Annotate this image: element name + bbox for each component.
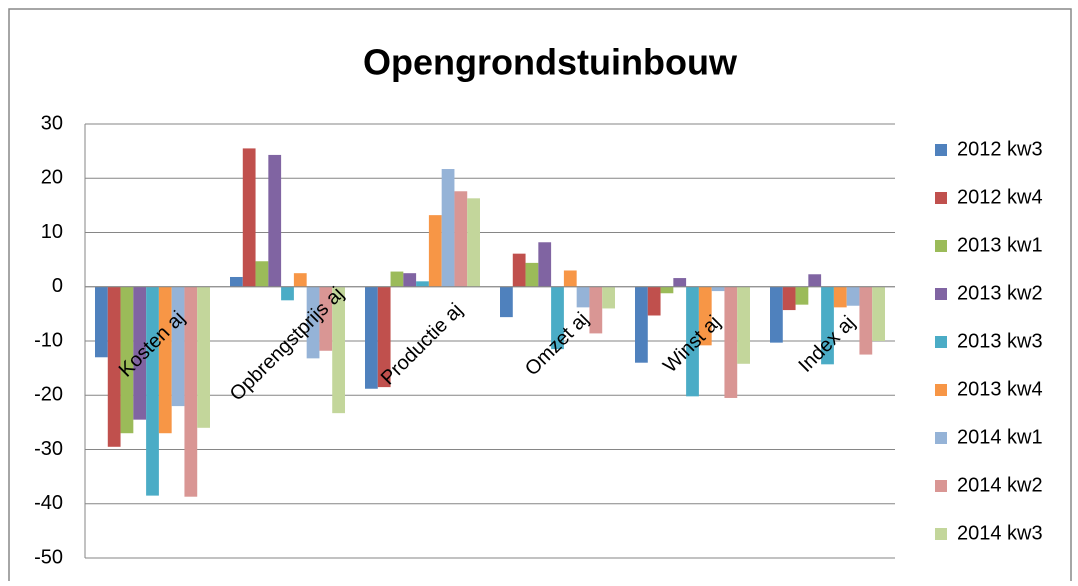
bar — [120, 286, 134, 434]
y-tick-label: 20 — [41, 167, 63, 189]
bar — [467, 198, 480, 287]
bar — [255, 261, 269, 287]
bar — [686, 286, 699, 397]
bar — [859, 286, 873, 355]
bar — [428, 215, 442, 287]
bar — [416, 281, 429, 287]
bar — [184, 286, 198, 497]
bar — [737, 286, 750, 364]
bar — [281, 286, 294, 301]
legend-swatch — [935, 144, 947, 156]
bar — [390, 271, 404, 287]
bar — [635, 286, 648, 363]
y-tick-label: -50 — [34, 546, 63, 568]
bar — [107, 286, 121, 447]
bar — [230, 276, 243, 287]
legend-swatch — [935, 192, 947, 204]
y-tick-label: -40 — [34, 492, 63, 514]
y-tick-label: 10 — [41, 221, 63, 243]
bar — [833, 286, 847, 308]
bar — [660, 286, 674, 294]
legend-swatch — [935, 240, 947, 252]
legend-label: 2014 kw3 — [957, 522, 1043, 544]
legend-label: 2012 kw4 — [957, 186, 1043, 208]
bar — [268, 154, 282, 287]
legend-swatch — [935, 384, 947, 396]
bar — [365, 286, 378, 389]
bar — [782, 286, 796, 311]
bar — [454, 191, 468, 287]
bar — [563, 270, 577, 287]
y-tick-label: 0 — [52, 275, 63, 297]
legend-label: 2013 kw1 — [957, 234, 1043, 256]
legend-swatch — [935, 480, 947, 492]
bar — [146, 286, 159, 496]
bar — [795, 286, 809, 305]
bar — [377, 286, 391, 388]
bar — [673, 278, 687, 287]
bar — [808, 274, 822, 287]
bar — [724, 286, 738, 398]
legend-label: 2013 kw3 — [957, 330, 1043, 352]
bar — [332, 286, 345, 414]
bar — [647, 286, 661, 316]
bar — [602, 286, 615, 309]
legend-swatch — [935, 528, 947, 540]
bar — [551, 286, 564, 350]
y-tick-label: -10 — [34, 329, 63, 351]
bar — [500, 286, 513, 318]
bar — [538, 242, 552, 287]
bar — [171, 286, 185, 407]
y-tick-label: -20 — [34, 384, 63, 406]
bar — [576, 286, 590, 308]
chart-title: Opengrondstuinbouw — [363, 42, 738, 83]
bar — [770, 286, 783, 343]
legend-label: 2013 kw4 — [957, 378, 1043, 400]
bar — [846, 286, 860, 306]
bar — [711, 286, 725, 292]
bar — [525, 262, 539, 287]
legend-swatch — [935, 432, 947, 444]
bar — [242, 148, 256, 287]
bar — [319, 286, 333, 351]
bar — [95, 286, 108, 358]
bar — [589, 286, 603, 334]
bar — [197, 286, 210, 428]
bar — [403, 273, 417, 287]
bar — [698, 286, 712, 346]
legend-label: 2014 kw1 — [957, 426, 1043, 448]
bar — [158, 286, 172, 434]
legend-label: 2014 kw2 — [957, 474, 1043, 496]
bar — [133, 286, 147, 420]
bar — [441, 169, 455, 287]
y-tick-label: 30 — [41, 112, 63, 134]
legend-swatch — [935, 336, 947, 348]
bar — [293, 273, 307, 287]
legend-label: 2012 kw3 — [957, 138, 1043, 160]
legend-label: 2013 kw2 — [957, 282, 1043, 304]
legend-swatch — [935, 288, 947, 300]
bar — [306, 286, 320, 359]
bar — [821, 286, 834, 365]
bar — [512, 253, 526, 287]
y-tick-label: -30 — [34, 438, 63, 460]
bar — [872, 286, 885, 341]
